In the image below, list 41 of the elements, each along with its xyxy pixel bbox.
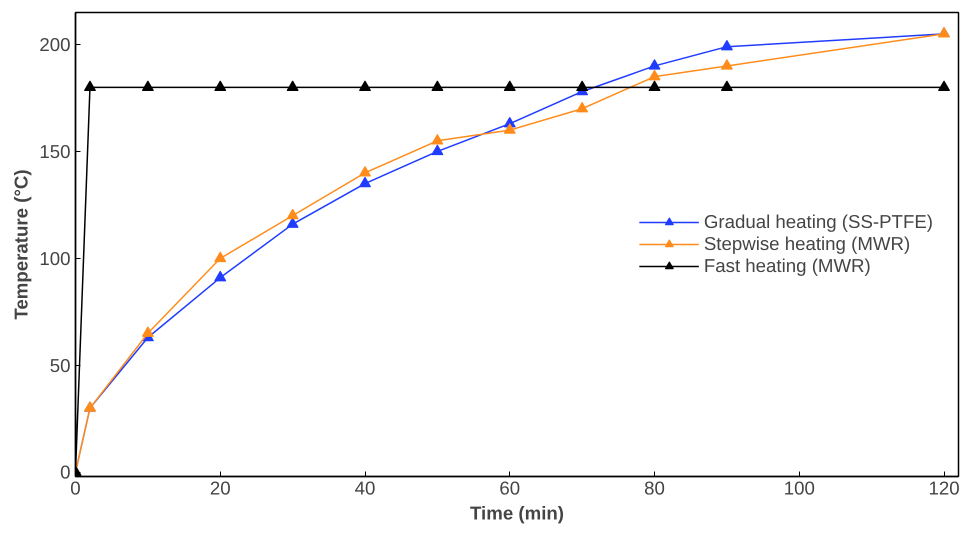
point bbox=[648, 80, 661, 92]
point bbox=[431, 134, 444, 144]
x-axis-title: Time (min) bbox=[470, 502, 564, 524]
point bbox=[938, 80, 950, 92]
point bbox=[720, 80, 733, 92]
legend-label: Gradual heating (SS-PTFE) bbox=[704, 211, 933, 233]
point bbox=[431, 80, 444, 92]
y-tick-label: 150 bbox=[39, 140, 71, 162]
point bbox=[214, 80, 226, 92]
x-tick-label: 80 bbox=[644, 478, 665, 498]
y-tick-label: 50 bbox=[50, 354, 71, 376]
y-tick-label: 100 bbox=[39, 248, 71, 269]
point bbox=[504, 123, 516, 134]
point bbox=[576, 80, 588, 92]
x-tick-label: 100 bbox=[784, 478, 815, 498]
y-tick-label: 200 bbox=[39, 34, 71, 56]
point bbox=[214, 252, 226, 262]
y-axis-title: Temperature (°C) bbox=[10, 169, 32, 320]
x-tick-label: 20 bbox=[210, 478, 231, 498]
x-tick-label: 120 bbox=[928, 478, 960, 498]
point bbox=[720, 59, 733, 70]
x-tick-label: 40 bbox=[354, 478, 376, 498]
point bbox=[431, 144, 444, 156]
point bbox=[720, 40, 733, 50]
point bbox=[359, 80, 372, 92]
point bbox=[576, 102, 588, 112]
point bbox=[142, 80, 154, 92]
point bbox=[214, 270, 226, 282]
point bbox=[359, 176, 372, 188]
legend-label: Stepwise heating (MWR) bbox=[704, 233, 910, 255]
legend-label: Fast heating (MWR) bbox=[704, 255, 871, 277]
point bbox=[142, 326, 154, 337]
point bbox=[648, 59, 661, 70]
point bbox=[286, 208, 299, 220]
point bbox=[648, 70, 661, 80]
point bbox=[84, 80, 96, 92]
point bbox=[286, 80, 299, 92]
point bbox=[359, 166, 372, 177]
x-tick-label: 60 bbox=[499, 478, 520, 498]
point bbox=[504, 80, 516, 92]
y-tick-label: 0 bbox=[60, 462, 71, 483]
